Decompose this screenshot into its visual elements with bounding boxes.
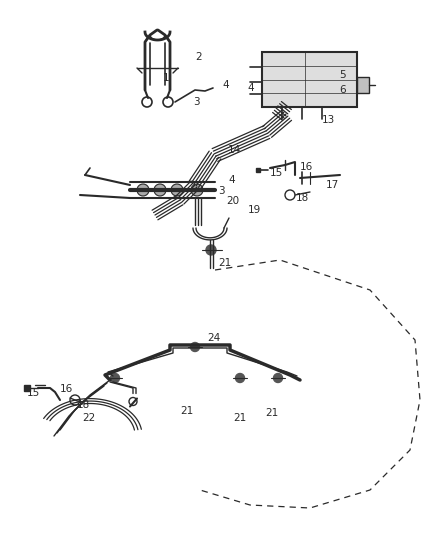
- Text: 5: 5: [339, 70, 346, 80]
- Text: 20: 20: [226, 196, 239, 206]
- Circle shape: [206, 245, 216, 255]
- Text: 16: 16: [60, 384, 73, 394]
- Bar: [262, 52, 357, 107]
- Text: 18: 18: [296, 193, 309, 203]
- Text: 21: 21: [180, 406, 193, 416]
- Circle shape: [154, 184, 166, 196]
- Text: 24: 24: [207, 333, 220, 343]
- Circle shape: [171, 184, 183, 196]
- Text: 16: 16: [300, 162, 313, 172]
- Text: 3: 3: [218, 186, 225, 196]
- Text: 15: 15: [27, 388, 40, 398]
- Text: 19: 19: [248, 205, 261, 215]
- Circle shape: [191, 343, 199, 351]
- Text: 14: 14: [228, 145, 241, 155]
- Circle shape: [273, 374, 283, 383]
- Circle shape: [110, 374, 120, 383]
- Text: 21: 21: [233, 413, 246, 423]
- Text: 6: 6: [339, 85, 346, 95]
- Text: 18: 18: [77, 400, 90, 410]
- Text: 13: 13: [322, 115, 335, 125]
- Text: 4: 4: [247, 83, 254, 93]
- Circle shape: [236, 374, 244, 383]
- Text: 15: 15: [270, 168, 283, 178]
- Text: 3: 3: [193, 97, 200, 107]
- Bar: [357, 77, 369, 93]
- Text: 21: 21: [265, 408, 278, 418]
- Text: 17: 17: [326, 180, 339, 190]
- Text: 1: 1: [163, 73, 170, 83]
- Circle shape: [137, 184, 149, 196]
- Text: 22: 22: [82, 413, 95, 423]
- Text: 4: 4: [228, 175, 235, 185]
- Text: 4: 4: [222, 80, 229, 90]
- Text: 21: 21: [218, 258, 231, 268]
- Text: 2: 2: [195, 52, 201, 62]
- Circle shape: [191, 184, 203, 196]
